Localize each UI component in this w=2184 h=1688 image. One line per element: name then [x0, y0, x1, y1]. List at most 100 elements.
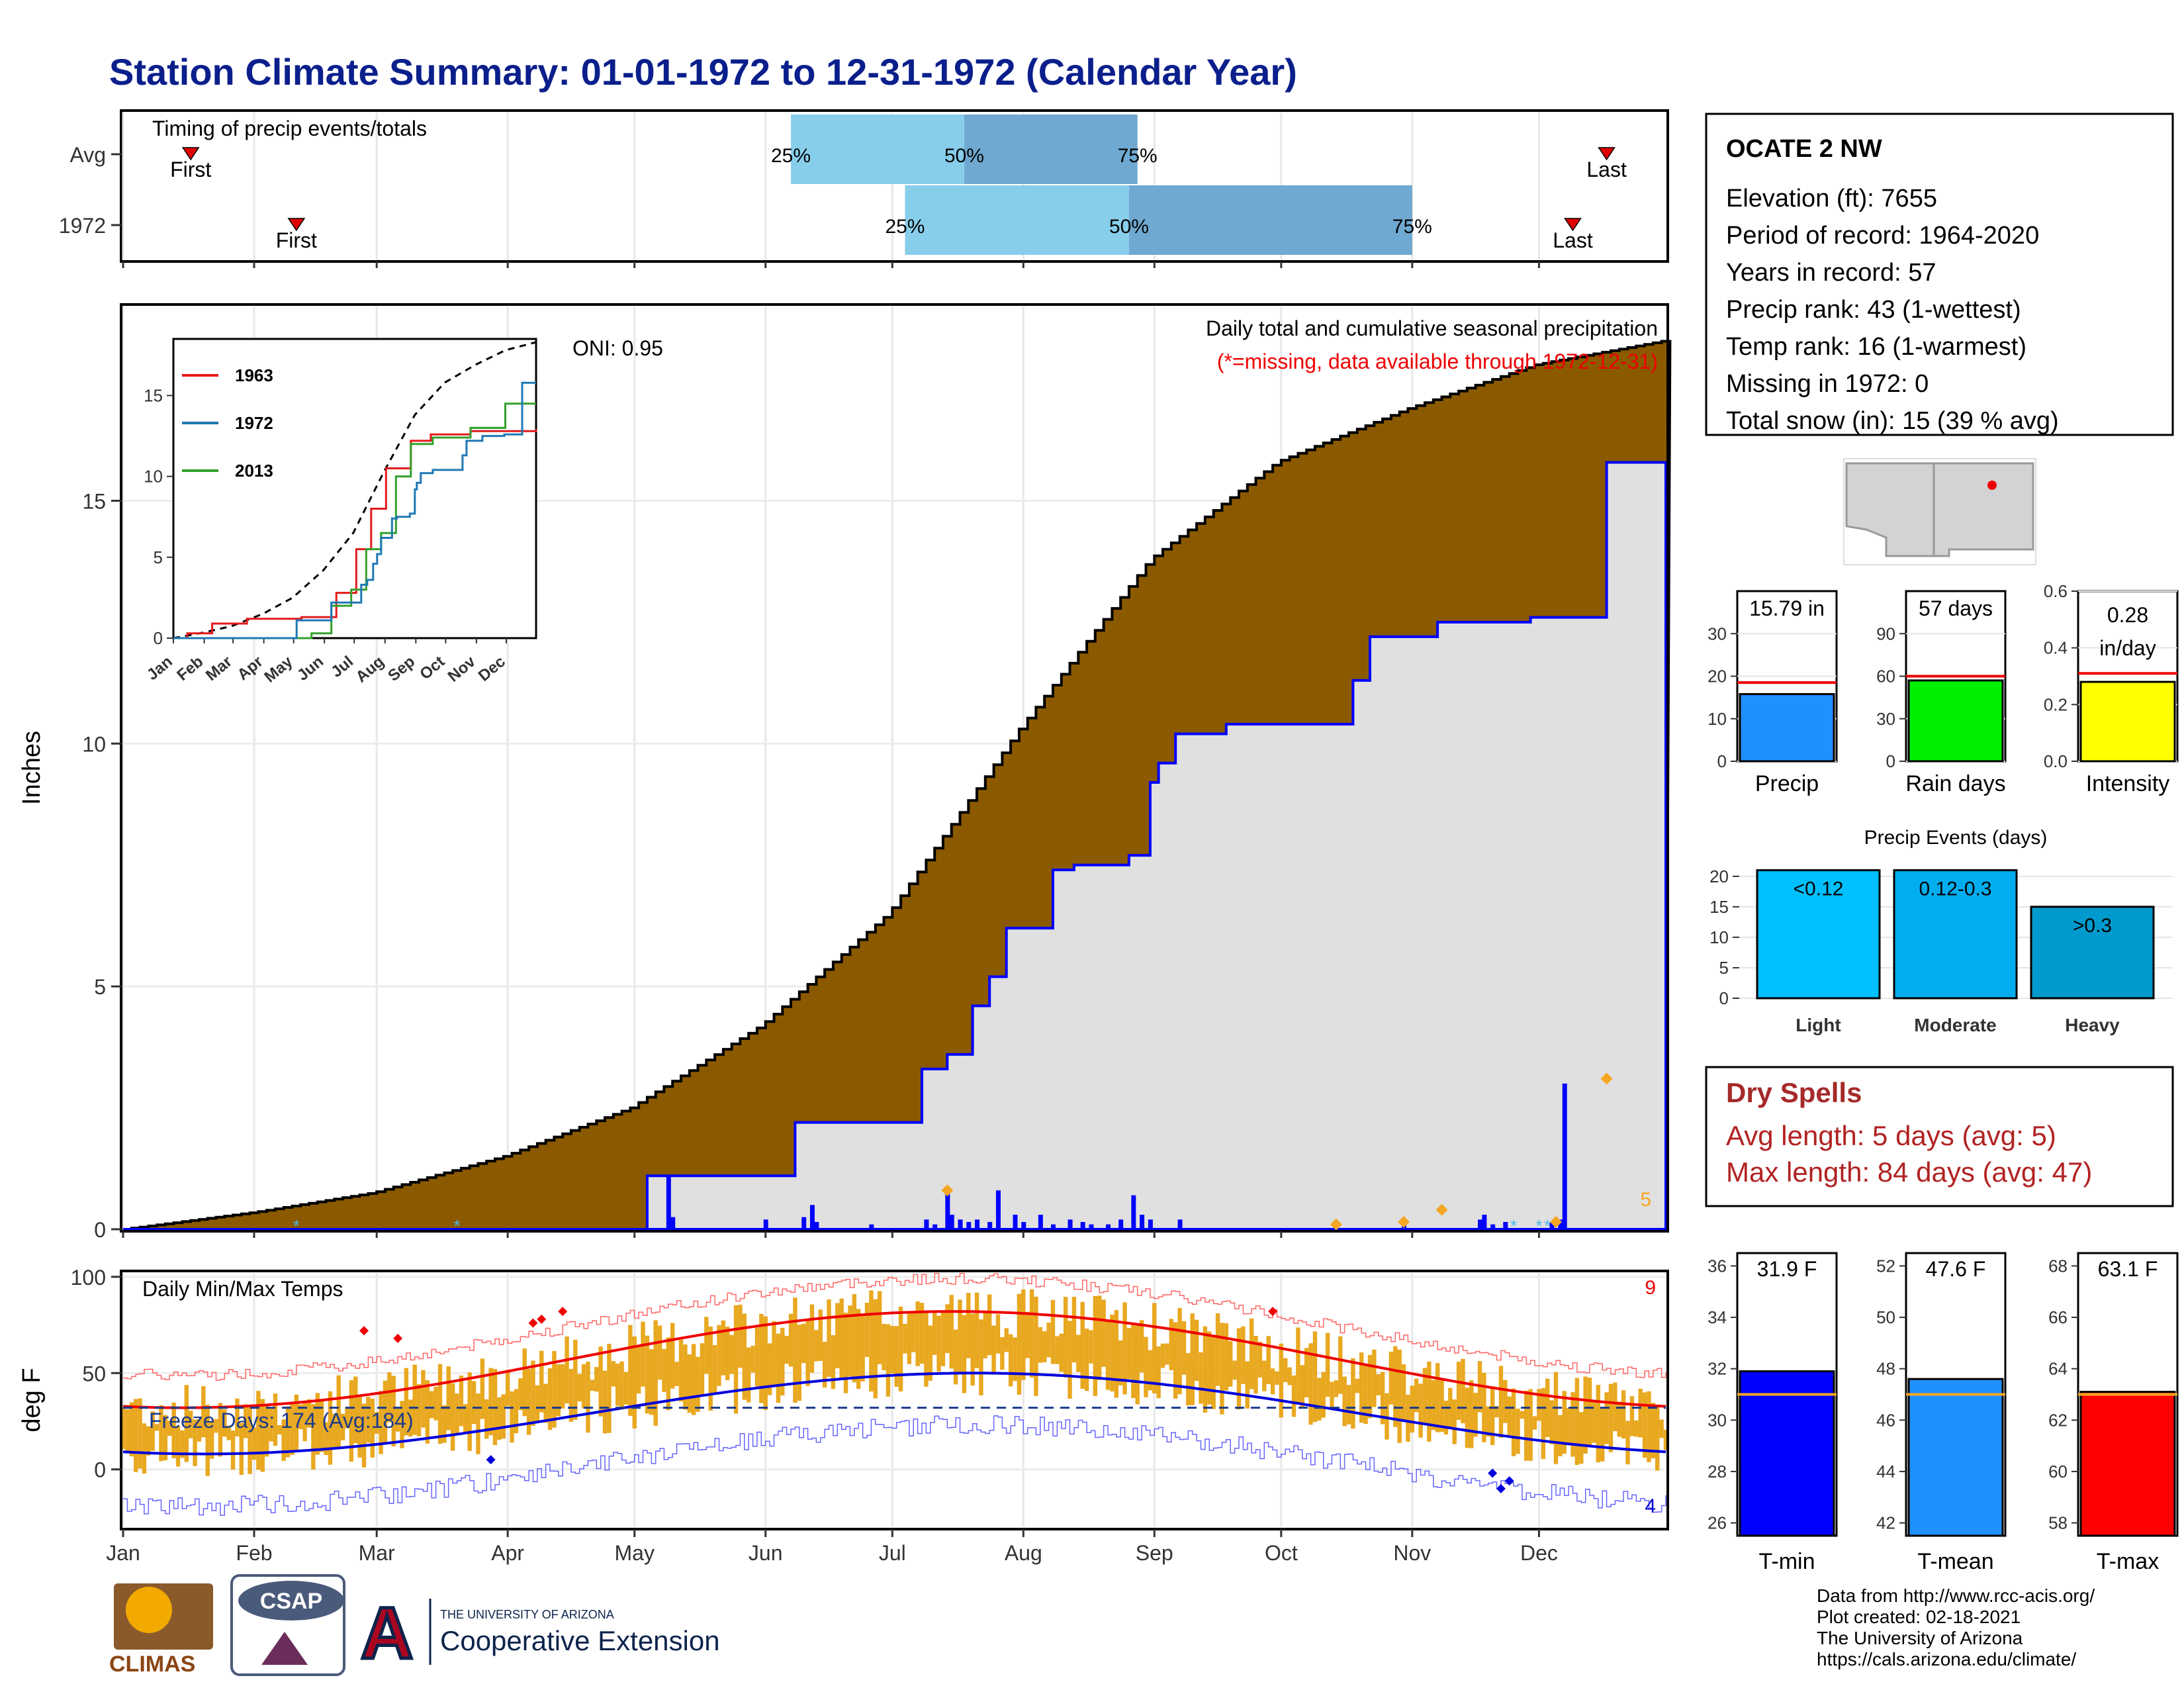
missing-asterisk-marker: * [1544, 1216, 1551, 1236]
daily-temp-range-bar [1245, 1361, 1250, 1409]
daily-temp-range-bar [476, 1393, 480, 1454]
daily-temp-range-bar [569, 1368, 574, 1422]
timing-bar-50-75 [964, 115, 1138, 184]
daily-temp-range-bar [1283, 1358, 1288, 1382]
daily-temp-range-bar [890, 1326, 895, 1374]
daily-precip-bar [1038, 1214, 1043, 1229]
mini-bar-label: Rain days [1905, 771, 2005, 796]
daily-temp-range-bar [1465, 1387, 1470, 1448]
daily-temp-range-bar [1270, 1368, 1275, 1395]
temp-bar-tick-label: 34 [1707, 1307, 1727, 1327]
daily-temp-range-bar [945, 1304, 950, 1353]
daily-temp-range-bar [1642, 1392, 1647, 1458]
footer-line: Plot created: 02-18-2021 [1817, 1607, 2021, 1627]
precip-panel-subtitle: (*=missing, data available through 1972-… [1217, 350, 1658, 373]
daily-precip-bar [1177, 1219, 1183, 1229]
precip-y-tick-label: 10 [82, 732, 106, 756]
daily-temp-range-bar [1486, 1406, 1490, 1436]
last-event-label: Last [1586, 158, 1627, 181]
precip-y-tick-label: 15 [82, 489, 106, 513]
footer-line: https://cals.arizona.edu/climate/ [1817, 1649, 2076, 1669]
daily-precip-bar [763, 1219, 768, 1229]
daily-precip-bar [1050, 1224, 1056, 1229]
daily-temp-range-bar [1177, 1307, 1182, 1395]
daily-temp-range-bar [911, 1313, 916, 1352]
hot-count: 9 [1645, 1277, 1656, 1299]
daily-temp-range-bar [818, 1309, 823, 1361]
daily-temp-range-bar [248, 1406, 252, 1474]
daily-temp-range-bar [780, 1327, 785, 1396]
mini-bar-value-unit: in/day [2099, 636, 2156, 660]
daily-temp-range-bar [586, 1362, 590, 1433]
month-label: Jan [106, 1541, 140, 1565]
daily-temp-range-bar [311, 1404, 316, 1470]
daily-temp-range-bar [678, 1339, 684, 1402]
daily-temp-range-bar [1055, 1336, 1060, 1364]
mini-bar-tick-label: 0 [1886, 751, 1895, 771]
precip-panel-title: Daily total and cumulative seasonal prec… [1206, 316, 1658, 340]
record-high-diamond [393, 1333, 403, 1343]
dry-spells-max: Max length: 84 days (avg: 47) [1726, 1156, 2092, 1188]
page-title: Station Climate Summary: 01-01-1972 to 1… [109, 51, 1297, 93]
daily-temp-range-bar [1346, 1385, 1351, 1425]
daily-temp-range-bar [1194, 1319, 1199, 1382]
daily-temp-range-bar [1608, 1383, 1614, 1452]
daily-temp-range-bar [1655, 1407, 1660, 1471]
temp-bar-tick-label: 30 [1707, 1410, 1727, 1430]
mini-bar-tick-label: 90 [1876, 624, 1895, 643]
temp-panel: 0 50 100 deg F Daily Min/Max Temps Freeze … [18, 1266, 1669, 1530]
temp-bar-value-label: 47.6 F [1926, 1257, 1986, 1281]
daily-temp-range-bar [1461, 1358, 1465, 1424]
daily-temp-range-bar [1388, 1351, 1394, 1405]
daily-temp-range-bar [607, 1344, 612, 1433]
snow-diamond-marker [1600, 1072, 1613, 1085]
daily-temp-range-bar [653, 1320, 658, 1426]
daily-temp-range-bar [882, 1323, 886, 1371]
precip-y-axis: 0 5 10 15 [82, 489, 121, 1242]
mini-bar-tick-label: 30 [1876, 709, 1895, 729]
daily-temp-range-bar [873, 1299, 878, 1399]
temp-y-label: deg F [18, 1368, 46, 1432]
daily-temp-range-bar [244, 1404, 248, 1438]
month-label: May [615, 1541, 655, 1565]
daily-precip-bar [1068, 1219, 1073, 1229]
daily-temp-range-bar [949, 1295, 954, 1369]
daily-temp-range-bar [898, 1306, 903, 1391]
daily-precip-bar [801, 1217, 807, 1229]
daily-temp-range-bar [983, 1313, 988, 1358]
daily-temp-range-bar [138, 1398, 142, 1469]
temp-bar-tick-label: 48 [1876, 1359, 1895, 1379]
mini-bar-tick-label: 0 [1717, 751, 1727, 771]
daily-temp-range-bar [556, 1364, 561, 1417]
daily-temp-range-bar [349, 1380, 354, 1462]
inset-2013-line [173, 402, 536, 639]
daily-temp-range-bar [230, 1430, 236, 1470]
daily-temp-range-bar [1317, 1378, 1322, 1421]
daily-precip-bar [1013, 1214, 1018, 1229]
daily-temp-range-bar [298, 1404, 303, 1430]
daily-temp-range-bar [193, 1419, 197, 1466]
events-tick-label: 0 [1719, 988, 1729, 1008]
daily-temp-range-bar [463, 1404, 468, 1434]
timing-pct-label: 25% [771, 145, 811, 167]
ua-small-text: THE UNIVERSITY OF ARIZONA [440, 1608, 614, 1621]
daily-temp-range-bar [345, 1407, 349, 1429]
missing-asterisk-marker: * [1510, 1216, 1517, 1236]
daily-temp-range-bar [1372, 1349, 1377, 1407]
mini-bar-label: Intensity [2086, 771, 2170, 796]
events-bar-range: 0.12-0.3 [1919, 878, 1991, 900]
inset-y-tick-label: 0 [154, 628, 163, 648]
daily-precip-bar [869, 1224, 874, 1229]
daily-temp-range-bar [1659, 1419, 1664, 1438]
csap-logo: CSAP [230, 1574, 345, 1676]
mini-bar-tick-label: 60 [1876, 667, 1895, 686]
daily-temp-range-bar [894, 1326, 899, 1387]
daily-temp-range-bar [1401, 1364, 1406, 1421]
timing-pct-label: 75% [1118, 145, 1158, 167]
daily-temp-range-bar [763, 1316, 768, 1410]
temp-bar-tick-label: 36 [1707, 1256, 1727, 1276]
daily-temp-range-bar [391, 1376, 396, 1447]
daily-temp-range-bar [674, 1362, 679, 1386]
daily-temp-range-bar [754, 1327, 760, 1387]
daily-temp-range-bar [1068, 1321, 1072, 1399]
